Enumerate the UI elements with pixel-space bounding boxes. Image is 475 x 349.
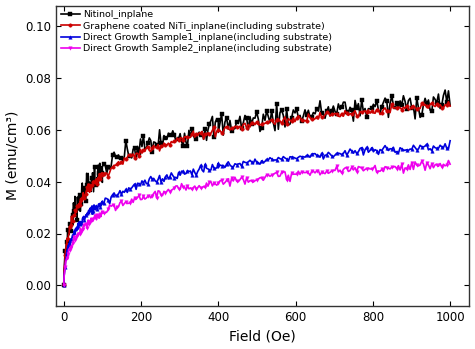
Y-axis label: M (emu/cm³): M (emu/cm³) bbox=[6, 111, 19, 200]
Direct Growth Sample2_inplane(including substrate) bbox=[246, 180, 251, 184]
Direct Growth Sample2_inplane(including substrate) bbox=[254, 178, 259, 182]
Graphene coated NiTi_inplane(including substrate) bbox=[369, 109, 375, 113]
Direct Growth Sample2_inplane(including substrate) bbox=[244, 176, 249, 180]
Graphene coated NiTi_inplane(including substrate) bbox=[447, 104, 453, 108]
Graphene coated NiTi_inplane(including substrate) bbox=[446, 99, 451, 104]
Direct Growth Sample2_inplane(including substrate) bbox=[61, 274, 67, 278]
Direct Growth Sample2_inplane(including substrate) bbox=[369, 167, 375, 171]
Nitinol_inplane bbox=[400, 94, 406, 98]
Direct Growth Sample2_inplane(including substrate) bbox=[61, 283, 67, 287]
Nitinol_inplane bbox=[369, 106, 375, 111]
Graphene coated NiTi_inplane(including substrate) bbox=[246, 122, 251, 126]
Nitinol_inplane bbox=[61, 268, 67, 272]
Legend: Nitinol_inplane, Graphene coated NiTi_inplane(including substrate), Direct Growt: Nitinol_inplane, Graphene coated NiTi_in… bbox=[59, 8, 334, 55]
Direct Growth Sample1_inplane(including substrate) bbox=[369, 146, 375, 150]
Direct Growth Sample2_inplane(including substrate) bbox=[446, 158, 451, 163]
Direct Growth Sample1_inplane(including substrate) bbox=[61, 283, 67, 287]
Direct Growth Sample2_inplane(including substrate) bbox=[400, 171, 406, 175]
Graphene coated NiTi_inplane(including substrate) bbox=[400, 105, 406, 109]
Nitinol_inplane bbox=[447, 103, 453, 107]
Line: Nitinol_inplane: Nitinol_inplane bbox=[62, 88, 452, 287]
Nitinol_inplane bbox=[246, 128, 251, 132]
X-axis label: Field (Oe): Field (Oe) bbox=[229, 329, 296, 343]
Direct Growth Sample1_inplane(including substrate) bbox=[254, 160, 259, 164]
Nitinol_inplane bbox=[254, 110, 259, 114]
Nitinol_inplane bbox=[244, 116, 249, 120]
Nitinol_inplane bbox=[61, 283, 67, 287]
Graphene coated NiTi_inplane(including substrate) bbox=[61, 266, 67, 270]
Direct Growth Sample1_inplane(including substrate) bbox=[61, 273, 67, 277]
Direct Growth Sample1_inplane(including substrate) bbox=[447, 139, 453, 143]
Line: Graphene coated NiTi_inplane(including substrate): Graphene coated NiTi_inplane(including s… bbox=[62, 100, 452, 287]
Line: Direct Growth Sample1_inplane(including substrate): Direct Growth Sample1_inplane(including … bbox=[62, 139, 452, 287]
Graphene coated NiTi_inplane(including substrate) bbox=[254, 120, 259, 124]
Direct Growth Sample2_inplane(including substrate) bbox=[447, 162, 453, 166]
Direct Growth Sample1_inplane(including substrate) bbox=[400, 148, 406, 152]
Graphene coated NiTi_inplane(including substrate) bbox=[244, 126, 249, 130]
Direct Growth Sample1_inplane(including substrate) bbox=[246, 160, 251, 164]
Graphene coated NiTi_inplane(including substrate) bbox=[61, 283, 67, 287]
Nitinol_inplane bbox=[442, 88, 448, 92]
Line: Direct Growth Sample2_inplane(including substrate): Direct Growth Sample2_inplane(including … bbox=[62, 159, 452, 287]
Direct Growth Sample1_inplane(including substrate) bbox=[244, 161, 249, 165]
